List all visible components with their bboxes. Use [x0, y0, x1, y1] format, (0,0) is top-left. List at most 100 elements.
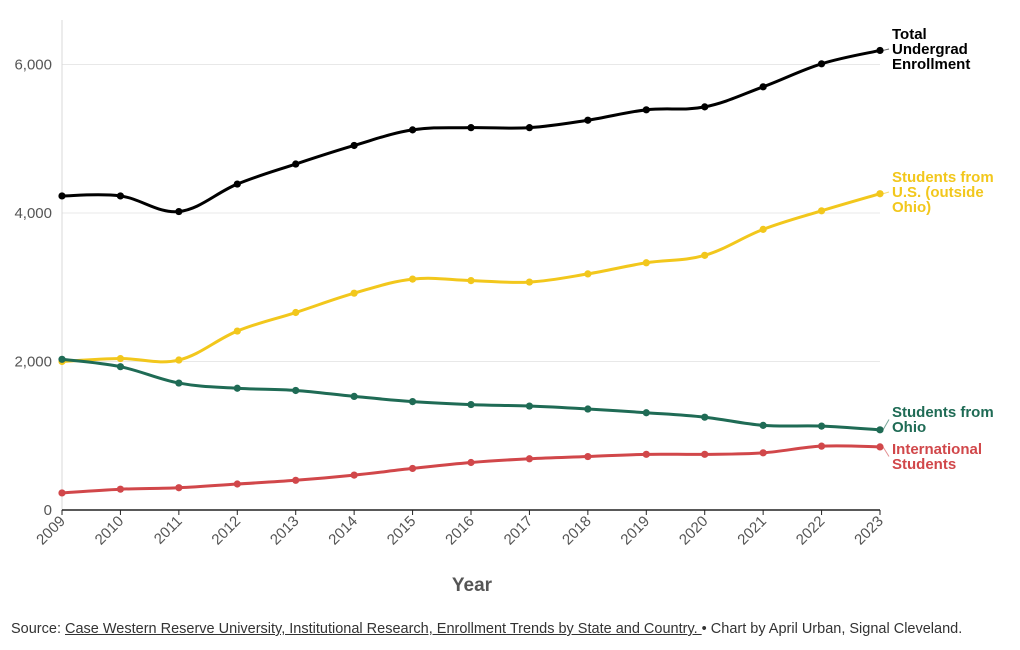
- x-tick-label: 2014: [325, 513, 361, 549]
- data-point: [876, 190, 884, 198]
- y-tick-label: 4,000: [14, 205, 52, 222]
- y-tick-label: 6,000: [14, 57, 52, 74]
- series-label: Enrollment: [892, 56, 970, 73]
- data-point: [350, 392, 358, 401]
- label-connector: [882, 446, 890, 457]
- series-label: Students: [892, 456, 956, 473]
- source-note: Source: Case Western Reserve University,…: [11, 621, 962, 637]
- enrollment-line-chart: 0 2,000 4,000 6,000 2009 2010 2011 2012 2013 2014…: [14, 20, 994, 596]
- data-point: [525, 402, 534, 410]
- label-connector: [882, 419, 890, 431]
- x-tick-label: 2009: [33, 513, 69, 549]
- data-point: [58, 192, 66, 200]
- data-point: [584, 452, 592, 461]
- series-label: Students from: [892, 169, 994, 186]
- data-point: [58, 489, 66, 497]
- data-point: [350, 289, 358, 297]
- data-point: [817, 442, 826, 450]
- series-label: U.S. (outside: [892, 184, 984, 201]
- data-point: [642, 106, 650, 114]
- label-connector: [882, 48, 890, 51]
- data-point: [408, 464, 417, 473]
- x-tick-label: 2013: [267, 513, 303, 549]
- series-label: Ohio: [892, 419, 926, 436]
- data-point: [175, 379, 183, 387]
- data-point: [116, 354, 125, 363]
- series-label: Students from: [892, 404, 994, 421]
- x-tick-label: 2021: [734, 513, 770, 549]
- data-point: [642, 450, 650, 458]
- data-point: [116, 363, 125, 371]
- data-point: [525, 455, 534, 463]
- x-axis-title: Year: [452, 575, 493, 596]
- data-point: [525, 278, 534, 286]
- x-tick-label: 2023: [851, 513, 887, 549]
- data-point: [467, 458, 475, 467]
- data-point: [408, 126, 417, 134]
- data-point: [408, 275, 417, 283]
- data-point: [701, 251, 709, 259]
- data-point: [350, 471, 358, 479]
- data-point: [292, 160, 300, 168]
- x-tick-label: 2012: [208, 513, 244, 549]
- data-point: [116, 485, 125, 493]
- x-tick-label: 2010: [92, 513, 128, 549]
- data-point: [817, 60, 826, 68]
- data-point: [408, 398, 417, 406]
- source-link[interactable]: Case Western Reserve University, Institu…: [65, 621, 702, 637]
- data-point: [467, 400, 475, 409]
- data-point: [701, 413, 709, 421]
- data-point: [817, 207, 826, 215]
- data-point: [233, 384, 241, 392]
- data-point: [817, 422, 826, 430]
- data-point: [876, 426, 884, 434]
- x-tick-label: 2017: [501, 513, 537, 549]
- data-point: [759, 421, 767, 429]
- data-point: [584, 270, 592, 278]
- x-tick-label: 2016: [442, 513, 478, 549]
- y-tick-label: 2,000: [14, 354, 52, 371]
- data-point: [292, 476, 300, 484]
- data-point: [233, 480, 241, 488]
- x-tick-label: 2011: [151, 513, 186, 548]
- data-point: [701, 450, 709, 458]
- data-point: [467, 124, 475, 132]
- data-point: [467, 276, 475, 285]
- data-point: [584, 116, 592, 124]
- data-point: [233, 180, 241, 188]
- data-point: [116, 192, 125, 200]
- data-point: [701, 103, 709, 111]
- data-point: [759, 449, 767, 457]
- x-tick-label: 2019: [617, 513, 653, 549]
- label-connector: [882, 191, 890, 195]
- data-point: [876, 46, 884, 55]
- data-point: [292, 308, 300, 317]
- data-point: [759, 83, 767, 91]
- x-tick-label: 2020: [676, 513, 712, 549]
- data-point: [175, 484, 183, 492]
- x-tick-label: 2015: [384, 513, 420, 549]
- series-label: Total: [892, 26, 927, 43]
- data-point: [233, 327, 241, 335]
- x-tick-label: 2018: [559, 513, 595, 549]
- data-point: [175, 207, 183, 216]
- x-tick-label: 2022: [793, 513, 829, 549]
- data-point: [292, 386, 300, 395]
- series-line: [61, 444, 881, 495]
- data-point: [642, 409, 650, 417]
- series-label: Undergrad: [892, 41, 968, 58]
- data-point: [584, 405, 592, 413]
- data-point: [642, 259, 650, 267]
- data-point: [759, 225, 767, 233]
- data-point: [350, 141, 358, 150]
- data-point: [175, 356, 183, 364]
- data-point: [876, 443, 884, 451]
- y-tick-label: 0: [44, 502, 52, 519]
- source-prefix: Source:: [11, 621, 65, 637]
- source-suffix: • Chart by April Urban, Signal Cleveland…: [701, 621, 963, 637]
- data-point: [525, 124, 534, 132]
- series-label: Ohio): [892, 199, 931, 216]
- series-line: [61, 357, 881, 432]
- series-label: International: [892, 441, 982, 458]
- data-point: [58, 355, 66, 363]
